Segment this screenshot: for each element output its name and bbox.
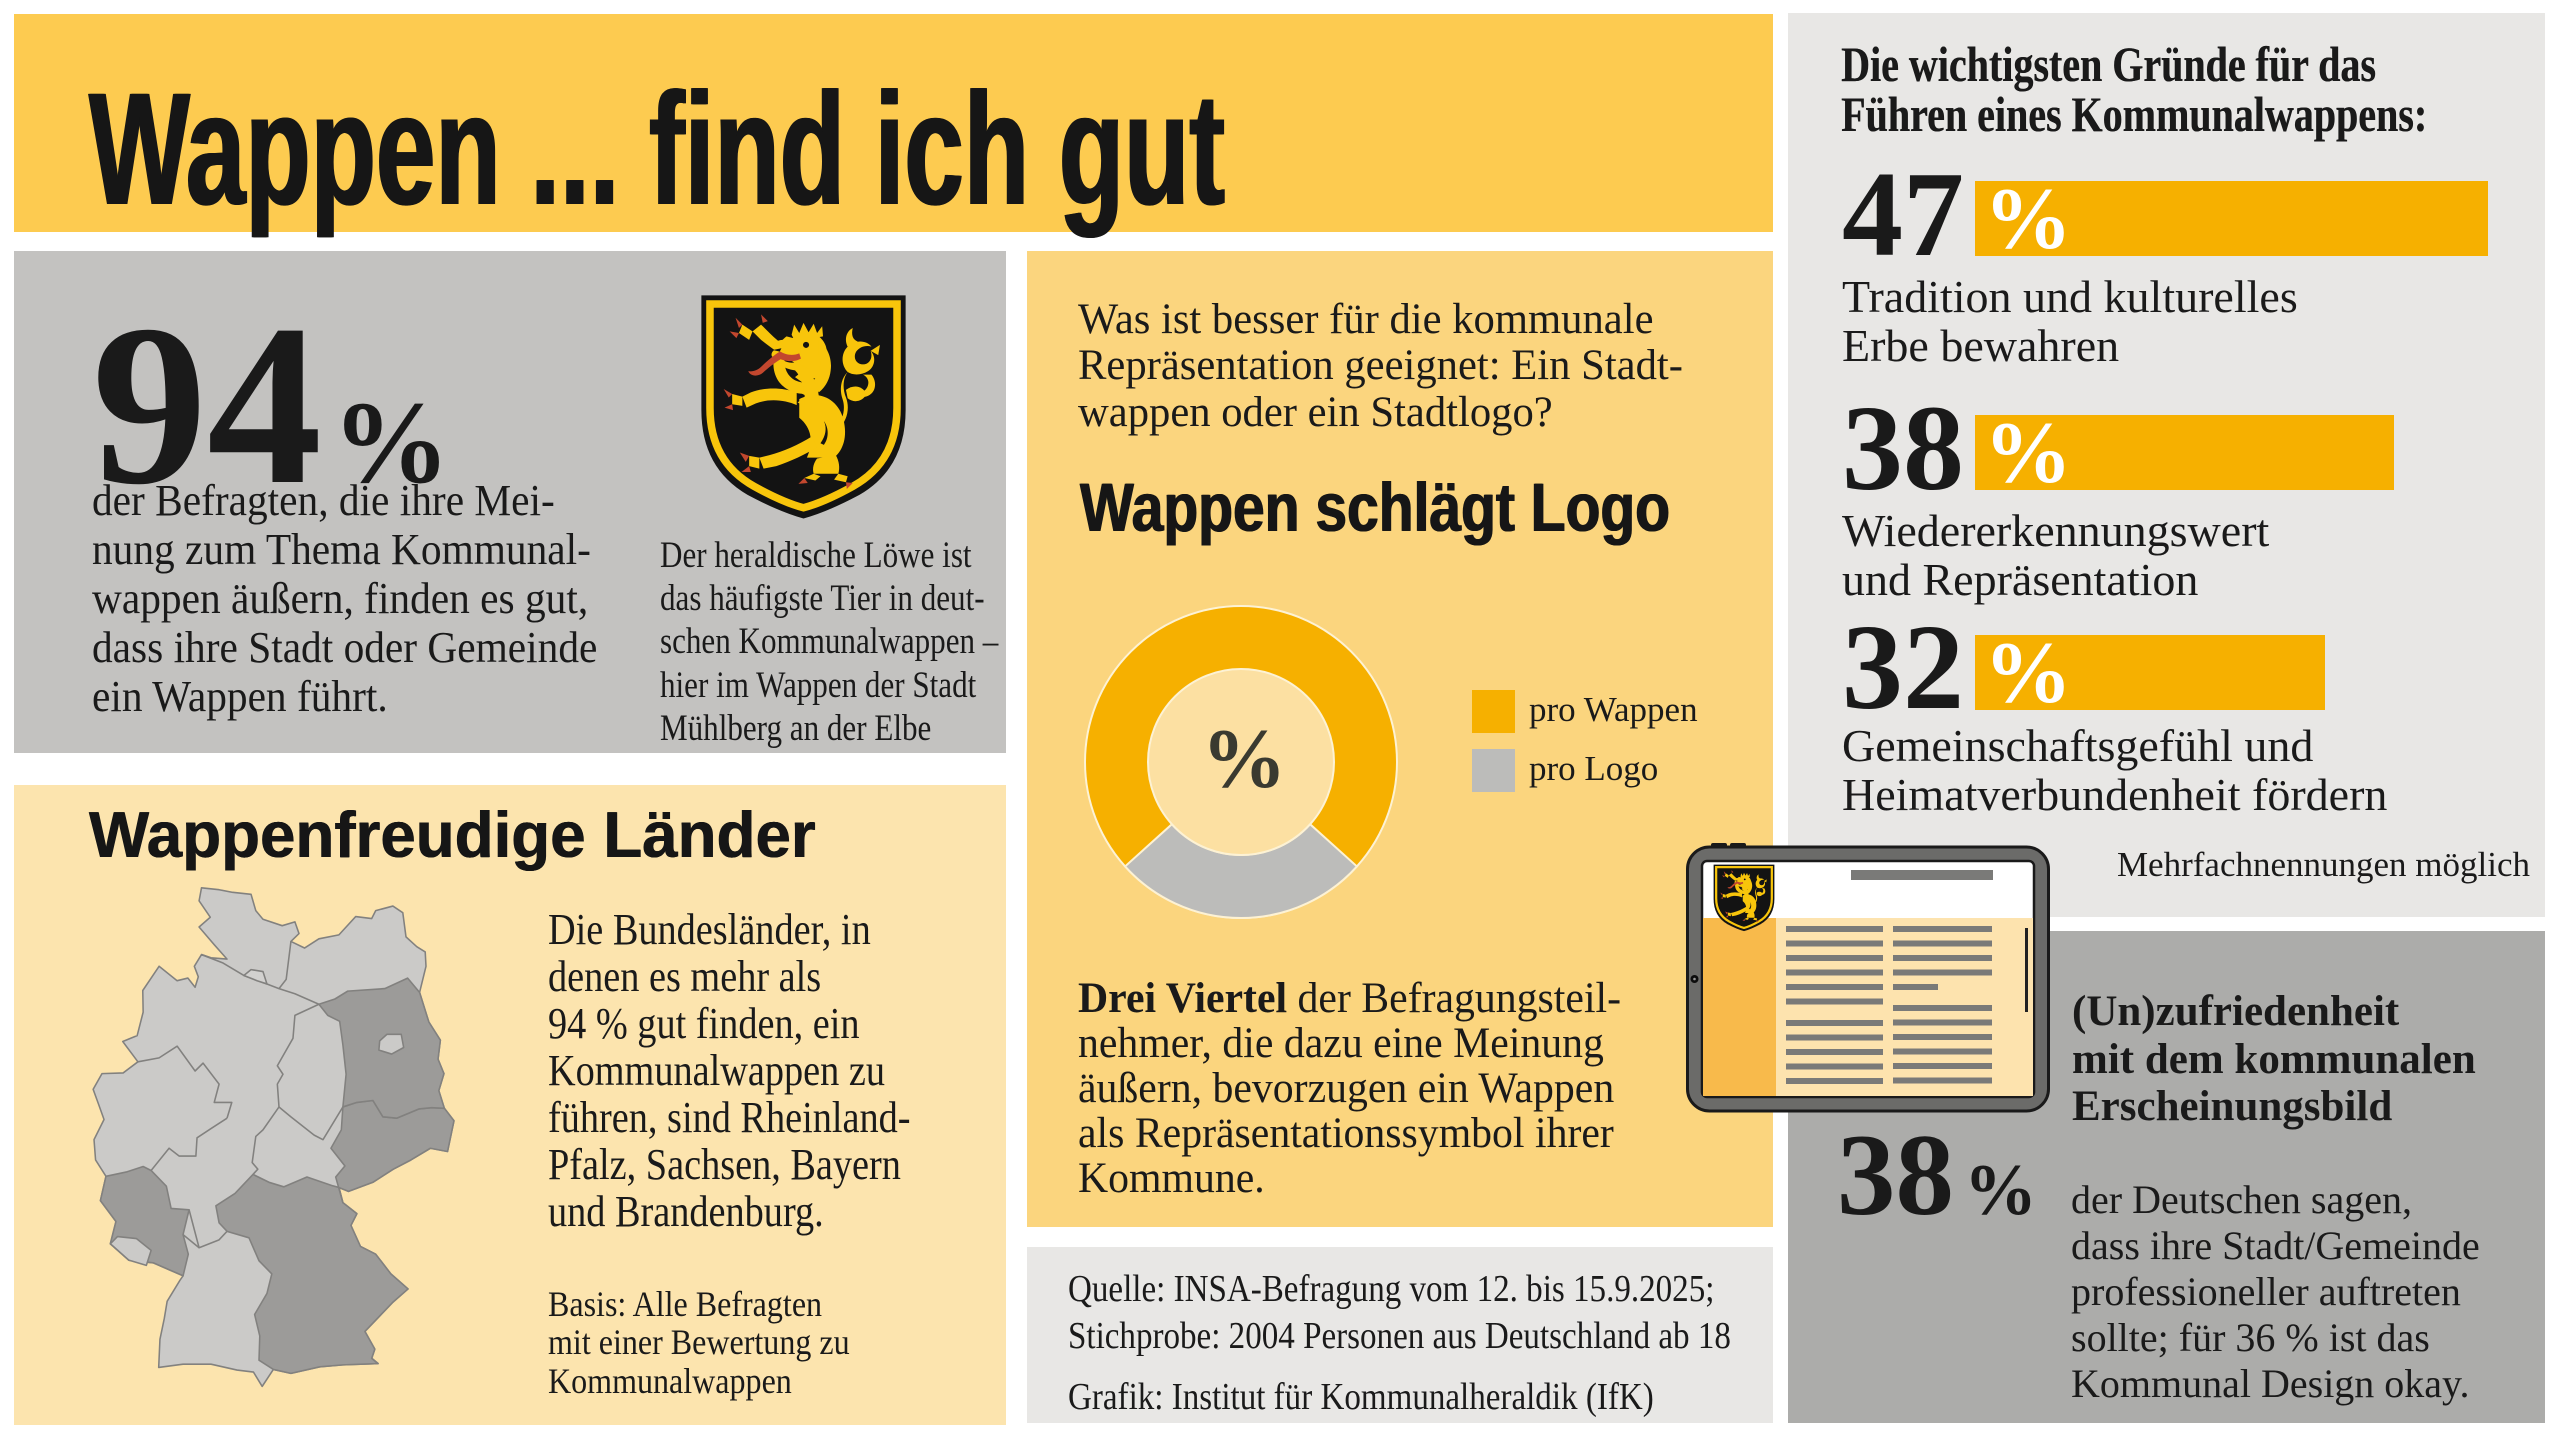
svg-text:%: % — [1202, 712, 1287, 806]
